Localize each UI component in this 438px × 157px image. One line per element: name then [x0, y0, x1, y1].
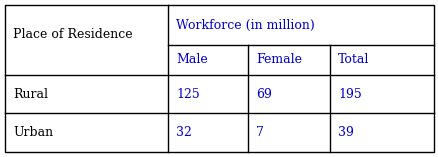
Text: 125: 125: [176, 87, 199, 100]
Text: 32: 32: [176, 126, 191, 139]
Text: 7: 7: [255, 126, 263, 139]
Text: 195: 195: [337, 87, 361, 100]
Text: Total: Total: [337, 54, 368, 67]
Text: Place of Residence: Place of Residence: [13, 29, 132, 41]
Text: Male: Male: [176, 54, 207, 67]
Text: Workforce (in million): Workforce (in million): [176, 19, 314, 32]
Text: Rural: Rural: [13, 87, 48, 100]
Text: Female: Female: [255, 54, 301, 67]
Text: Urban: Urban: [13, 126, 53, 139]
Text: 39: 39: [337, 126, 353, 139]
Text: 69: 69: [255, 87, 271, 100]
